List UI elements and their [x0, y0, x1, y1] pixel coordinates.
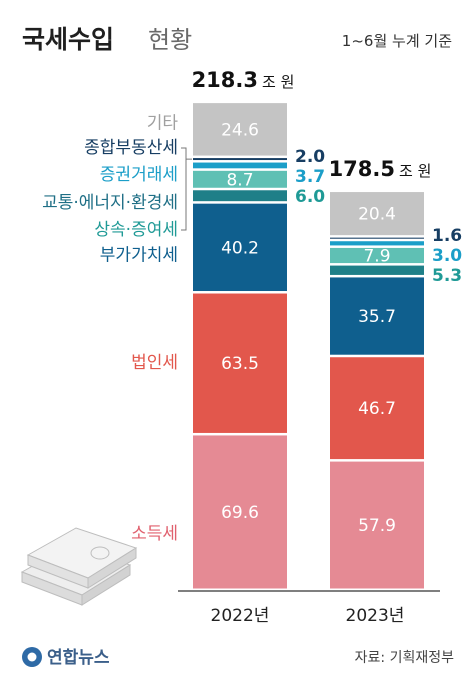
bar-0-value-label-4: 8.7 — [226, 170, 253, 190]
bar-1-side-value-5: 3.0 — [432, 246, 462, 266]
yonhap-logo: 연합뉴스 — [22, 647, 110, 668]
bar-1-segment-0 — [330, 461, 424, 589]
legend-label-5: 증권거래세 — [100, 165, 178, 185]
source-note: 자료: 기획재정부 — [355, 650, 454, 666]
bar-0-segment-2 — [193, 203, 287, 292]
bar-1-segment-7 — [330, 192, 424, 236]
bar-0-side-value-6: 2.0 — [295, 147, 325, 167]
money-stack-illustration — [20, 527, 138, 606]
bar-0-segment-4 — [193, 170, 287, 188]
bar-0-segment-3 — [193, 190, 287, 202]
bar-0-segment-7 — [193, 103, 287, 156]
bars-layer — [193, 103, 424, 589]
page-subtitle: 현황 — [148, 26, 192, 54]
legend-leader-bracket — [181, 147, 192, 231]
year-label-2022: 2022년 — [211, 606, 270, 626]
bar-0-segment-1 — [193, 293, 287, 433]
bar-1-value-label-4: 7.9 — [363, 247, 390, 267]
bar-0-value-label-0: 69.6 — [221, 503, 259, 523]
bar-1-side-value-6: 1.6 — [432, 226, 462, 246]
bar-1-segment-1 — [330, 357, 424, 460]
legend-label-6: 종합부동산세 — [84, 138, 178, 158]
bar-1-value-label-1: 46.7 — [358, 399, 396, 419]
bar-0-segment-0 — [193, 435, 287, 589]
year-label-2023: 2023년 — [346, 606, 405, 626]
legend-label-1: 법인세 — [131, 353, 178, 373]
bar-1-total: 178.5 — [329, 157, 395, 181]
labels-layer: 69.6 63.5 40.2 8.7 24.6 57.9 46.7 35.7 7.9 20.4 2.… — [42, 68, 462, 544]
bar-0-segment-6 — [193, 158, 287, 161]
bar-0-segment-5 — [193, 162, 287, 169]
bar-0-side-value-3: 6.0 — [295, 187, 325, 207]
legend-label-4: 교통·에너지·환경세 — [42, 193, 178, 213]
bar-0-total: 218.3 — [192, 68, 258, 92]
legend-label-7: 기타 — [147, 113, 179, 133]
bar-1-value-label-2: 35.7 — [358, 307, 396, 327]
bar-1-value-label-0: 57.9 — [358, 516, 396, 536]
bar-1-total-unit: 조 원 — [399, 162, 431, 180]
bar-0-value-label-2: 40.2 — [221, 238, 259, 258]
bar-1-segment-6 — [330, 237, 424, 239]
bar-1-side-value-3: 5.3 — [432, 266, 462, 286]
legend-label-0: 소득세 — [131, 524, 178, 544]
bar-1-segment-3 — [330, 265, 424, 275]
bar-1-segment-5 — [330, 241, 424, 246]
bar-1-value-label-7: 20.4 — [358, 205, 396, 225]
bar-1-segment-4 — [330, 247, 424, 264]
legend-label-2: 부가가치세 — [100, 245, 178, 265]
bar-0-value-label-7: 24.6 — [221, 120, 259, 140]
legend-label-3: 상속·증여세 — [94, 220, 178, 240]
bar-0-value-label-1: 63.5 — [221, 354, 259, 374]
bar-0-side-value-5: 3.7 — [295, 167, 325, 187]
bar-0-total-unit: 조 원 — [262, 73, 294, 91]
bar-1-segment-2 — [330, 277, 424, 355]
logo-text: 연합뉴스 — [47, 647, 110, 668]
page-title: 국세수입 — [22, 25, 114, 54]
basis-note: 1~6월 누계 기준 — [342, 32, 452, 50]
